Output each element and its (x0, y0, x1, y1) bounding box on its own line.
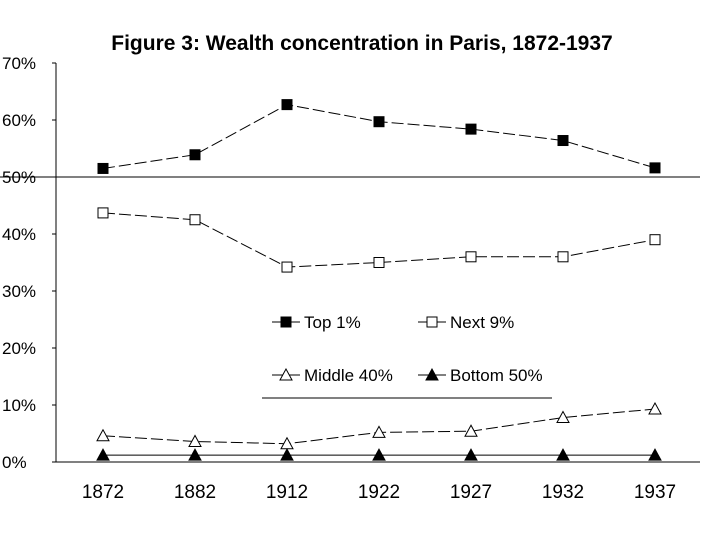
data-point (373, 257, 385, 268)
legend-entry: Next 9% (418, 313, 514, 332)
legend-marker (425, 367, 439, 381)
y-tick-label: 0% (2, 453, 27, 472)
y-tick-label: 10% (2, 396, 36, 415)
x-tick-label: 1922 (358, 482, 400, 503)
legend-label: Bottom 50% (450, 366, 543, 385)
legend-label: Top 1% (304, 313, 361, 332)
data-point (556, 448, 570, 461)
series-top-1 (97, 99, 661, 174)
y-tick-label: 20% (2, 339, 36, 358)
data-point (281, 261, 293, 273)
chart-title: Figure 3: Wealth concentration in Paris,… (111, 32, 612, 55)
data-point (465, 123, 477, 135)
legend-marker (279, 367, 293, 381)
y-tick-label: 60% (2, 111, 36, 130)
data-point (372, 425, 386, 438)
data-point (649, 234, 661, 246)
data-point (557, 251, 569, 263)
data-point (557, 135, 569, 147)
y-tick-label: 40% (2, 225, 36, 244)
series-line (102, 104, 656, 169)
legend: Top 1% Next 9% Middle 40% Bottom 50% (262, 313, 552, 399)
data-point (188, 434, 202, 447)
data-point (96, 448, 110, 461)
data-point (96, 428, 110, 442)
data-point (189, 214, 201, 226)
legend-label: Next 9% (450, 313, 514, 332)
y-tick-label: 50% (2, 168, 36, 187)
x-tick-label: 1912 (266, 482, 308, 503)
legend-marker (280, 316, 292, 328)
data-point (464, 448, 478, 461)
x-tick-label: 1927 (450, 482, 492, 503)
data-point (648, 401, 662, 415)
x-tick-label: 1932 (542, 482, 584, 503)
legend-marker (426, 316, 438, 328)
x-tick-label: 1937 (634, 482, 676, 503)
series-middle-40 (96, 401, 662, 450)
y-tick-label: 30% (2, 282, 36, 301)
data-point (97, 207, 109, 219)
data-point (648, 448, 662, 461)
data-point (280, 448, 294, 461)
data-point (97, 162, 109, 174)
data-point (372, 448, 386, 461)
legend-entry: Bottom 50% (418, 366, 543, 385)
data-point (556, 410, 570, 424)
series-next-9 (97, 207, 661, 273)
data-point (373, 116, 385, 128)
x-tick-label: 1882 (174, 482, 216, 503)
series-bottom-50 (96, 448, 662, 461)
legend-entry: Top 1% (272, 313, 361, 332)
legend-entry: Middle 40% (272, 366, 393, 385)
data-point (649, 162, 661, 174)
data-point (281, 99, 293, 111)
data-point (464, 424, 478, 437)
x-tick-label: 1872 (82, 482, 124, 503)
series-layer (96, 99, 662, 461)
data-point (189, 149, 201, 161)
data-point (188, 448, 202, 461)
axes: 0% 10% 20% 30% 40% 50% 60% 70% 1872 1882 1912 1922 1… (0, 54, 700, 503)
legend-label: Middle 40% (304, 366, 393, 385)
y-tick-label: 70% (2, 54, 36, 73)
data-point (465, 251, 477, 263)
